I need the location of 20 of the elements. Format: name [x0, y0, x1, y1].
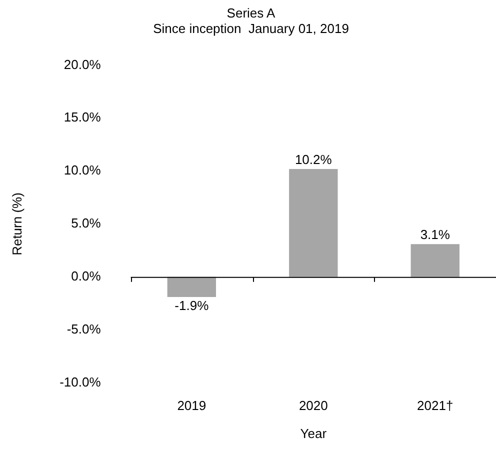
bar [289, 168, 338, 277]
y-tick-label: 15.0% [64, 110, 102, 125]
x-tick-label: 2021† [417, 398, 454, 414]
y-tick-label: 0.0% [71, 268, 102, 284]
x-tick-label: 2020 [298, 398, 328, 414]
chart-subtitle: Since inception January 01, 2019 [153, 20, 349, 36]
x-axis-title: Year [300, 426, 328, 441]
bar [410, 244, 460, 277]
data-label: 3.1% [420, 227, 450, 242]
data-label: 10.2% [294, 152, 332, 168]
y-axis-title: Return (%) [9, 192, 24, 256]
y-tick-label: -5.0% [66, 321, 102, 336]
x-tick-label: 2019 [177, 398, 206, 414]
bar [167, 276, 216, 298]
y-tick-label: 5.0% [71, 216, 102, 231]
y-tick-label: -10.0% [60, 374, 102, 390]
chart-title: Series A [226, 5, 276, 20]
y-tick-label: 10.0% [64, 162, 102, 178]
y-tick-label: 20.0% [64, 56, 102, 72]
data-label: -1.9% [174, 298, 210, 314]
